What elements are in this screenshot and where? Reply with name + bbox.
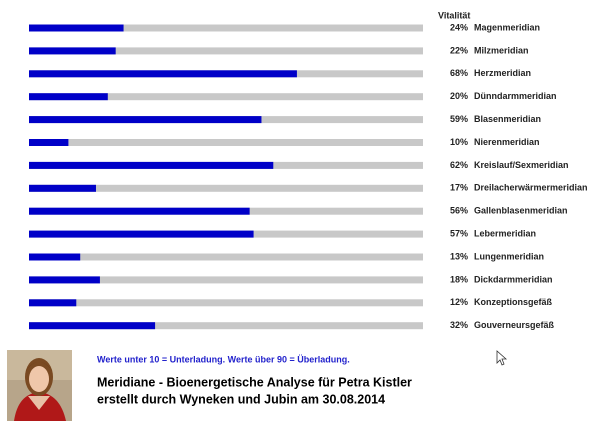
category-label: Lebermeridian	[474, 228, 536, 238]
value-label: 20%	[450, 91, 468, 101]
value-label: 22%	[450, 45, 468, 55]
chart-title: Meridiane - Bioenergetische Analyse für …	[97, 375, 412, 389]
bar	[29, 116, 262, 124]
bar	[29, 253, 81, 261]
bar-track	[29, 276, 423, 284]
bar-track	[29, 93, 423, 101]
category-label: Kreislauf/Sexmeridian	[474, 160, 569, 170]
bar	[29, 322, 156, 330]
bar	[29, 230, 254, 238]
bar	[29, 161, 274, 169]
value-label: 62%	[450, 160, 468, 170]
value-label: 12%	[450, 297, 468, 307]
bar	[29, 207, 250, 215]
category-label: Dünndarmmeridian	[474, 91, 557, 101]
category-label: Magenmeridian	[474, 22, 540, 32]
category-label: Lungenmeridian	[474, 251, 544, 261]
bar-track	[29, 322, 423, 330]
category-label: Dreilacherwärmermeridian	[474, 183, 588, 193]
bar-track	[29, 139, 423, 146]
category-label: Nierenmeridian	[474, 137, 540, 147]
value-label: 59%	[450, 114, 468, 124]
bar	[29, 24, 124, 32]
value-header: Vitalität	[438, 10, 470, 20]
category-label: Dickdarmmeridian	[474, 274, 553, 284]
value-label: 57%	[450, 228, 468, 238]
bar-track	[29, 47, 423, 55]
category-label: Gouverneursgefäß	[474, 320, 555, 330]
bar-track	[29, 24, 423, 32]
bar-track	[29, 299, 423, 307]
note: Werte unter 10 = Unterladung. Werte über…	[97, 354, 350, 364]
category-label: Gallenblasenmeridian	[474, 206, 568, 216]
category-label: Milzmeridian	[474, 45, 529, 55]
bar	[29, 184, 96, 192]
portrait	[7, 350, 72, 421]
category-label: Herzmeridian	[474, 68, 531, 78]
value-label: 32%	[450, 320, 468, 330]
cursor	[496, 350, 508, 366]
bar	[29, 139, 69, 146]
bar	[29, 93, 108, 101]
value-label: 68%	[450, 68, 468, 78]
value-label: 10%	[450, 137, 468, 147]
value-label: 56%	[450, 206, 468, 216]
bar	[29, 47, 116, 55]
value-label: 17%	[450, 183, 468, 193]
category-label: Blasenmeridian	[474, 114, 541, 124]
value-label: 13%	[450, 251, 468, 261]
value-label: 18%	[450, 274, 468, 284]
bar-track	[29, 184, 423, 192]
value-label: 24%	[450, 22, 468, 32]
bar	[29, 70, 297, 78]
chart-subtitle: erstellt durch Wyneken und Jubin am 30.0…	[97, 392, 385, 406]
bar	[29, 276, 100, 284]
category-label: Konzeptionsgefäß	[474, 297, 553, 307]
bar-track	[29, 253, 423, 261]
bar	[29, 299, 77, 307]
